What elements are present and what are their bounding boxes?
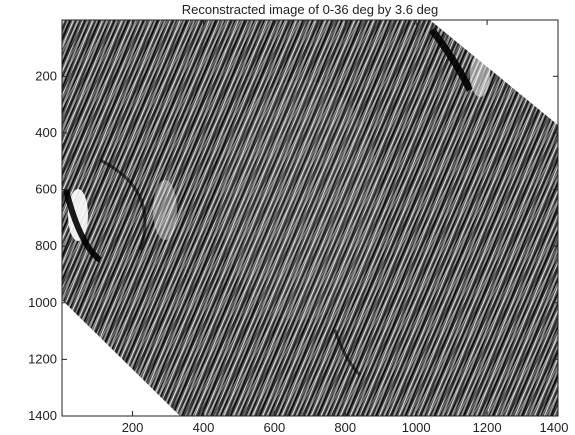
y-tick-label: 400 <box>35 125 57 140</box>
image-edge-top-right <box>430 20 558 125</box>
x-tick-label: 1400 <box>540 420 569 435</box>
feature-left-bright <box>68 189 88 241</box>
y-tick-label: 200 <box>35 68 57 83</box>
y-tick-label: 800 <box>35 238 57 253</box>
feature-top-right-dark-arc <box>429 27 474 92</box>
image-band-overlay <box>62 20 558 416</box>
plot-area <box>62 20 558 416</box>
y-tick-label: 1400 <box>28 408 57 423</box>
reconstructed-image <box>62 20 558 416</box>
x-axis: 200 400 600 800 1000 1200 1400 <box>122 20 569 435</box>
y-tick-label: 1200 <box>28 351 57 366</box>
x-tick-label: 800 <box>334 420 356 435</box>
x-tick-label: 400 <box>193 420 215 435</box>
x-tick-label: 1000 <box>402 420 431 435</box>
chart-title-text: Reconstracted image of 0-36 deg by 3.6 d… <box>182 2 439 17</box>
y-tick-label: 600 <box>35 182 57 197</box>
x-tick-label: 200 <box>122 420 144 435</box>
x-tick-label: 1200 <box>473 420 502 435</box>
x-tick-label: 600 <box>264 420 286 435</box>
feature-left-inner-bright <box>153 180 177 240</box>
image-edge-bottom-left <box>62 300 180 416</box>
feature-bottom-center-arc <box>333 329 362 377</box>
chart-title: Reconstracted image of 0-36 deg by 3.6 d… <box>182 2 439 17</box>
y-tick-label: 1000 <box>28 295 57 310</box>
axes-box <box>61 19 559 417</box>
feature-left-inner-arc <box>99 158 147 251</box>
feature-center-haze <box>220 80 380 320</box>
feature-top-right-bright <box>470 53 490 97</box>
y-axis: 200 400 600 800 1000 1200 1400 <box>28 68 558 423</box>
feature-left-dark-arc <box>63 189 102 263</box>
